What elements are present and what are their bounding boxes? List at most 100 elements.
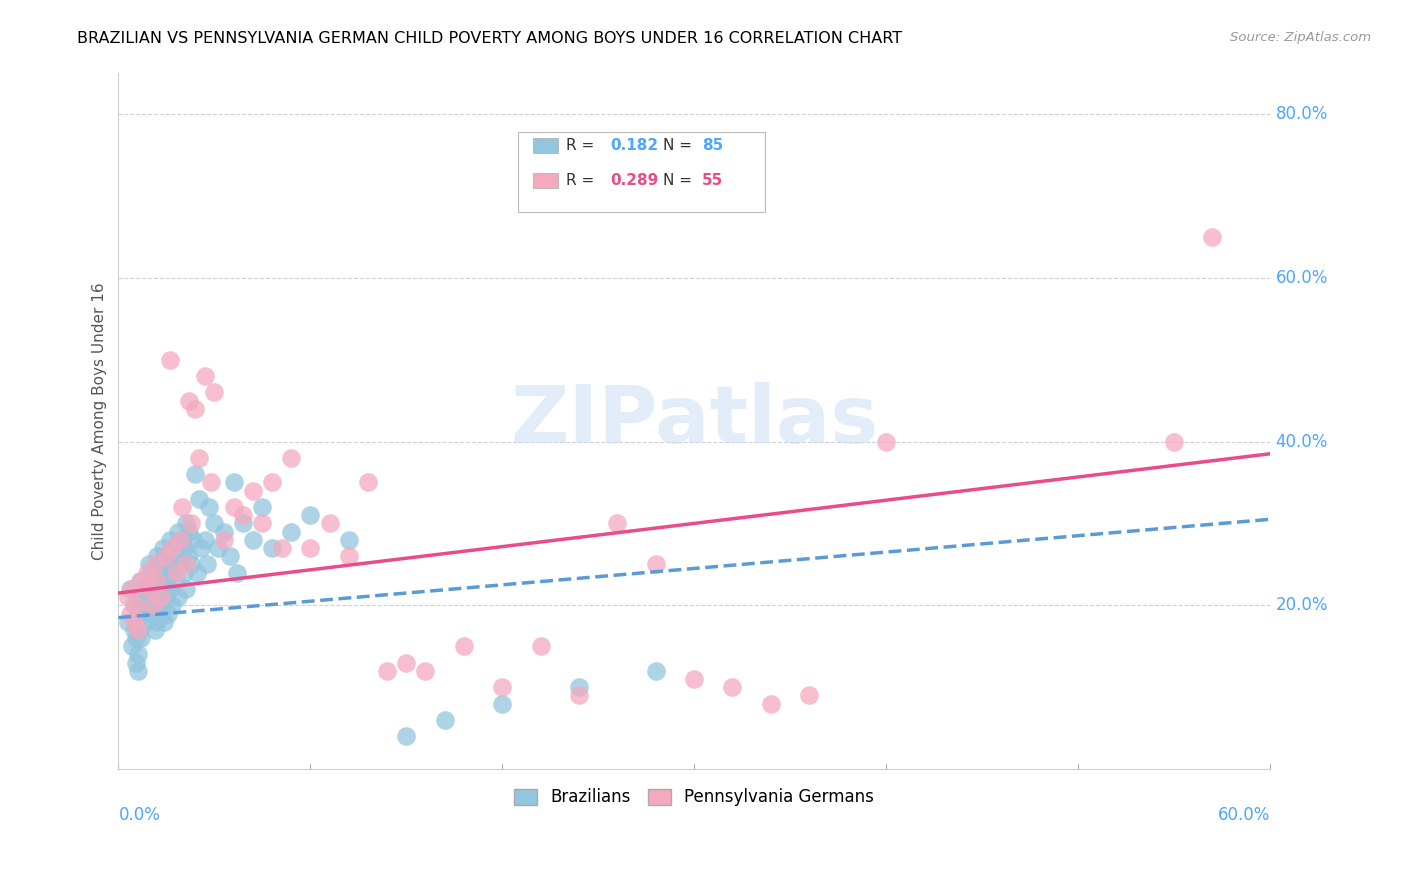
Point <box>179 393 201 408</box>
Point <box>232 508 254 523</box>
Text: 60.0%: 60.0% <box>1275 268 1327 286</box>
Y-axis label: Child Poverty Among Boys Under 16: Child Poverty Among Boys Under 16 <box>93 282 107 560</box>
Point <box>184 467 207 482</box>
Point <box>453 640 475 654</box>
Point <box>169 558 191 572</box>
Point <box>139 599 162 613</box>
Point <box>173 566 195 580</box>
Point <box>188 491 211 506</box>
Point <box>270 541 292 555</box>
Point <box>127 664 149 678</box>
Point <box>188 450 211 465</box>
Text: N =: N = <box>664 138 692 153</box>
Point <box>170 500 193 514</box>
Point <box>155 590 177 604</box>
Point <box>606 516 628 531</box>
Text: 85: 85 <box>702 138 724 153</box>
Point <box>568 689 591 703</box>
Point <box>127 648 149 662</box>
Point <box>357 475 380 490</box>
FancyBboxPatch shape <box>533 172 558 188</box>
Point <box>136 615 159 629</box>
Point <box>197 500 219 514</box>
Point <box>125 631 148 645</box>
Point <box>644 664 666 678</box>
Point <box>1163 434 1185 449</box>
Point <box>194 369 217 384</box>
Text: 0.182: 0.182 <box>610 138 658 153</box>
Point <box>146 574 169 588</box>
Text: 0.0%: 0.0% <box>118 806 160 824</box>
Point <box>195 558 218 572</box>
Point <box>159 582 181 596</box>
Point <box>174 516 197 531</box>
Point <box>163 541 186 555</box>
Point <box>148 558 170 572</box>
Point <box>155 549 177 564</box>
Text: N =: N = <box>664 173 692 187</box>
Point <box>159 533 181 547</box>
Text: 80.0%: 80.0% <box>1275 105 1327 123</box>
Point <box>122 623 145 637</box>
Point <box>160 599 183 613</box>
Point <box>173 541 195 555</box>
Point <box>218 549 240 564</box>
Point <box>167 524 190 539</box>
Point <box>142 574 165 588</box>
Point <box>395 656 418 670</box>
Text: 60.0%: 60.0% <box>1218 806 1270 824</box>
Point <box>299 541 322 555</box>
Point <box>125 599 148 613</box>
Point <box>146 615 169 629</box>
Point <box>174 582 197 596</box>
Point <box>176 549 198 564</box>
Point <box>186 566 208 580</box>
Point <box>159 352 181 367</box>
Text: 40.0%: 40.0% <box>1275 433 1327 450</box>
Point <box>153 615 176 629</box>
Point <box>252 516 274 531</box>
Point <box>134 582 156 596</box>
Point <box>143 558 166 572</box>
Point <box>212 533 235 547</box>
Point <box>200 475 222 490</box>
Point <box>149 607 172 621</box>
Point <box>152 574 174 588</box>
Point <box>280 450 302 465</box>
Point <box>157 607 180 621</box>
Text: BRAZILIAN VS PENNSYLVANIA GERMAN CHILD POVERTY AMONG BOYS UNDER 16 CORRELATION C: BRAZILIAN VS PENNSYLVANIA GERMAN CHILD P… <box>77 31 903 46</box>
Point <box>202 516 225 531</box>
Text: 0.289: 0.289 <box>610 173 658 187</box>
Point <box>149 590 172 604</box>
Point <box>252 500 274 514</box>
Point <box>721 680 744 694</box>
Point <box>142 607 165 621</box>
Point <box>260 541 283 555</box>
Point <box>395 730 418 744</box>
Point <box>194 533 217 547</box>
Point <box>433 713 456 727</box>
Point <box>157 558 180 572</box>
Legend: Brazilians, Pennsylvania Germans: Brazilians, Pennsylvania Germans <box>508 781 882 813</box>
Point <box>180 558 202 572</box>
Point <box>128 623 150 637</box>
Point <box>299 508 322 523</box>
Point <box>155 549 177 564</box>
Point <box>146 590 169 604</box>
Text: ZIPatlas: ZIPatlas <box>510 382 879 460</box>
Point <box>202 385 225 400</box>
Point <box>160 566 183 580</box>
Point <box>132 607 155 621</box>
Point <box>149 566 172 580</box>
FancyBboxPatch shape <box>533 137 558 153</box>
Point <box>165 566 187 580</box>
Point <box>122 599 145 613</box>
Point <box>179 524 201 539</box>
Point <box>415 664 437 678</box>
Point <box>207 541 229 555</box>
Point <box>142 599 165 613</box>
Point <box>375 664 398 678</box>
Point <box>875 434 897 449</box>
Point <box>170 533 193 547</box>
Point <box>169 533 191 547</box>
